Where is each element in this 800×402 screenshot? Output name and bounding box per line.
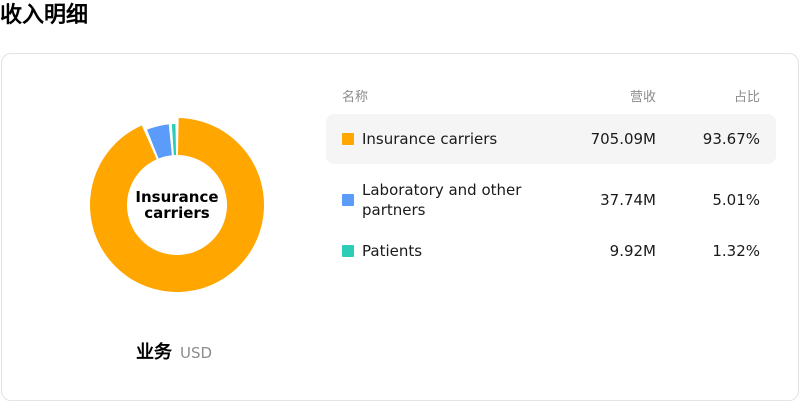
chart-caption: 业务 USD	[136, 338, 212, 364]
donut-center-label: Insurance carriers	[135, 188, 219, 222]
page-title: 收入明细	[0, 3, 89, 28]
chart-caption-unit: USD	[180, 344, 213, 362]
row-name-cell: Patients	[342, 241, 546, 261]
row-name-cell: Insurance carriers	[342, 129, 546, 149]
row-share: 5.01%	[712, 191, 760, 209]
donut-chart: Insurance carriers	[88, 116, 266, 294]
donut-svg	[89, 118, 264, 293]
legend-swatch	[342, 133, 354, 145]
legend-swatch	[342, 194, 354, 206]
donut-slice-0[interactable]	[89, 118, 264, 293]
table-row[interactable]: Insurance carriers 705.09M 93.67%	[326, 114, 776, 164]
table-header: 名称 营收 占比	[326, 84, 776, 106]
revenue-card: Insurance carriers 业务 USD 名称 营收 占比 Insur…	[1, 53, 799, 401]
row-revenue: 37.74M	[600, 191, 656, 209]
header-share: 占比	[733, 89, 760, 105]
row-revenue: 9.92M	[609, 242, 656, 260]
row-name: Patients	[362, 242, 423, 260]
revenue-table: 名称 营收 占比 Insurance carriers 705.09M 93.6…	[326, 84, 776, 272]
row-share: 1.32%	[712, 242, 760, 260]
row-revenue: 705.09M	[590, 130, 656, 148]
header-name: 名称	[342, 89, 369, 105]
row-share: 93.67%	[702, 130, 760, 148]
row-name-cell: Laboratory and other partners	[342, 180, 546, 220]
row-name: Insurance carriers	[362, 130, 498, 148]
row-name: Laboratory and other partners	[362, 181, 522, 219]
legend-swatch	[342, 245, 354, 257]
table-row[interactable]: Laboratory and other partners 37.74M 5.0…	[326, 174, 776, 226]
donut-slice-2[interactable]	[171, 124, 177, 156]
donut-slice-1[interactable]	[147, 124, 172, 159]
chart-caption-title: 业务	[136, 342, 172, 363]
table-row[interactable]: Patients 9.92M 1.32%	[326, 230, 776, 272]
header-revenue: 营收	[629, 89, 656, 105]
